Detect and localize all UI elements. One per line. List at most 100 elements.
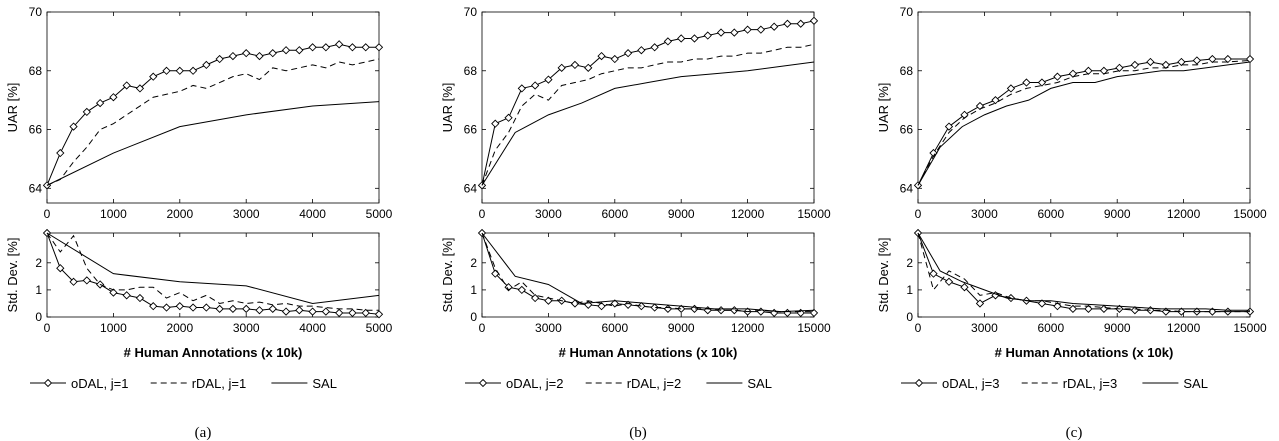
series-line-diamond (46, 43, 379, 186)
data-point-diamond (56, 264, 65, 273)
legend: oDAL, j=2 rDAL, j=2 SAL (465, 376, 772, 391)
x-tick-label: 15000 (797, 321, 831, 335)
x-tick-label: 4000 (299, 207, 326, 221)
data-point-diamond (597, 51, 606, 61)
data-point-diamond (109, 93, 118, 102)
x-tick-label: 0 (44, 207, 51, 221)
legend-label: rDAL, j=1 (192, 376, 247, 391)
y-tick-label: 2 (906, 256, 913, 270)
x-tick-label: 12000 (731, 321, 765, 335)
data-point-diamond (809, 308, 819, 318)
series-line-diamond (46, 232, 380, 315)
data-point-diamond (783, 308, 792, 318)
data-point-diamond (228, 51, 238, 61)
data-point-diamond (570, 60, 580, 70)
data-point-diamond (677, 34, 686, 43)
series-line-solid (917, 61, 1251, 186)
data-point-diamond (321, 43, 331, 52)
stddev-plot: 0 3000 6000 9000 12000 15000 0 1 2 Std. Dev. [%] (876, 228, 1267, 335)
data-point-diamond (1245, 54, 1255, 64)
data-point-diamond (663, 37, 673, 46)
data-point-diamond (756, 25, 766, 34)
data-point-diamond (348, 308, 357, 318)
data-point-diamond (1130, 60, 1140, 70)
data-point-diamond (796, 19, 805, 28)
data-point-diamond (557, 63, 566, 72)
legend-label: rDAL, j=2 (627, 376, 682, 391)
series-line-dashed (46, 232, 379, 311)
data-point-diamond (1084, 66, 1093, 75)
data-point-diamond (730, 28, 739, 37)
series-line-solid (917, 232, 1250, 311)
x-tick-label: 12000 (1167, 207, 1201, 221)
data-point-diamond (677, 304, 686, 314)
plot-frame (46, 232, 380, 318)
legend-marker-diamond (914, 378, 924, 388)
data-point-diamond (69, 122, 78, 131)
plot-frame (481, 232, 815, 318)
data-point-diamond (544, 296, 553, 305)
data-point-diamond (268, 49, 277, 58)
data-point-diamond (517, 285, 526, 295)
panel-c: 0 3000 6000 9000 12000 15000 64 66 68 70 UAR [%] 0 3… (876, 5, 1267, 441)
data-point-diamond (491, 119, 500, 128)
data-point-diamond (1068, 69, 1078, 78)
data-point-diamond (623, 49, 633, 58)
data-point-diamond (281, 307, 291, 316)
uar-plot: 0 3000 6000 9000 12000 15000 64 66 68 70 UAR [%] (440, 5, 831, 221)
data-point-diamond (149, 302, 158, 311)
y-tick-label: 64 (29, 181, 43, 195)
data-point-diamond (504, 113, 513, 122)
series-line-dashed (481, 232, 814, 313)
data-point-diamond (255, 51, 264, 61)
x-tick-label: 2000 (166, 207, 193, 221)
data-point-diamond (637, 302, 646, 311)
x-tick-label: 6000 (1037, 321, 1064, 335)
data-point-diamond (228, 304, 238, 314)
data-point-diamond (335, 308, 344, 318)
x-tick-label: 9000 (1104, 321, 1131, 335)
y-tick-label: 66 (900, 123, 914, 137)
x-tick-label: 15000 (1233, 207, 1267, 221)
data-point-diamond (268, 304, 277, 314)
plot-frame (917, 11, 1251, 204)
data-point-diamond (1177, 57, 1186, 67)
legend-label: oDAL, j=1 (71, 376, 128, 391)
y-tick-label: 68 (900, 64, 914, 78)
y-tick-label: 1 (470, 283, 477, 297)
data-point-diamond (1068, 304, 1078, 314)
legend-label: SAL (1183, 376, 1208, 391)
plot-frame (917, 232, 1251, 318)
y-tick-label: 0 (470, 310, 477, 324)
y-tick-label: 70 (900, 5, 914, 19)
data-point-diamond (1223, 54, 1233, 64)
legend: oDAL, j=1 rDAL, j=1 SAL (30, 376, 337, 391)
panel-caption: (a) (195, 425, 212, 441)
y-axis-title: Std. Dev. [%] (440, 238, 455, 313)
series-line-solid (481, 61, 815, 186)
x-tick-label: 0 (44, 321, 51, 335)
data-point-diamond (361, 308, 370, 318)
x-tick-label: 6000 (601, 321, 628, 335)
data-point-diamond (610, 299, 619, 308)
legend-label: SAL (747, 376, 772, 391)
data-point-diamond (975, 299, 985, 308)
data-point-diamond (1146, 57, 1155, 67)
x-axis-title: # Human Annotations (x 10k) (124, 345, 303, 360)
y-axis-title: UAR [%] (876, 83, 891, 133)
uar-plot: 0 1000 2000 3000 4000 5000 64 66 68 70 UAR [%] (5, 5, 393, 221)
data-point-diamond (530, 81, 540, 90)
legend-label: SAL (312, 376, 337, 391)
data-point-diamond (703, 31, 712, 40)
data-point-diamond (544, 75, 553, 84)
data-point-diamond (82, 276, 91, 285)
data-point-diamond (650, 303, 659, 312)
legend-label: oDAL, j=2 (506, 376, 563, 391)
y-tick-label: 70 (464, 5, 478, 19)
legend-marker-diamond (478, 378, 488, 388)
stddev-plot: 0 3000 6000 9000 12000 15000 0 1 2 Std. Dev. [%] (440, 228, 831, 335)
data-point-diamond (255, 306, 264, 315)
panel-b: 0 3000 6000 9000 12000 15000 64 66 68 70 UAR [%] 0 3… (440, 5, 831, 441)
data-point-diamond (743, 25, 752, 34)
data-point-diamond (960, 283, 969, 292)
